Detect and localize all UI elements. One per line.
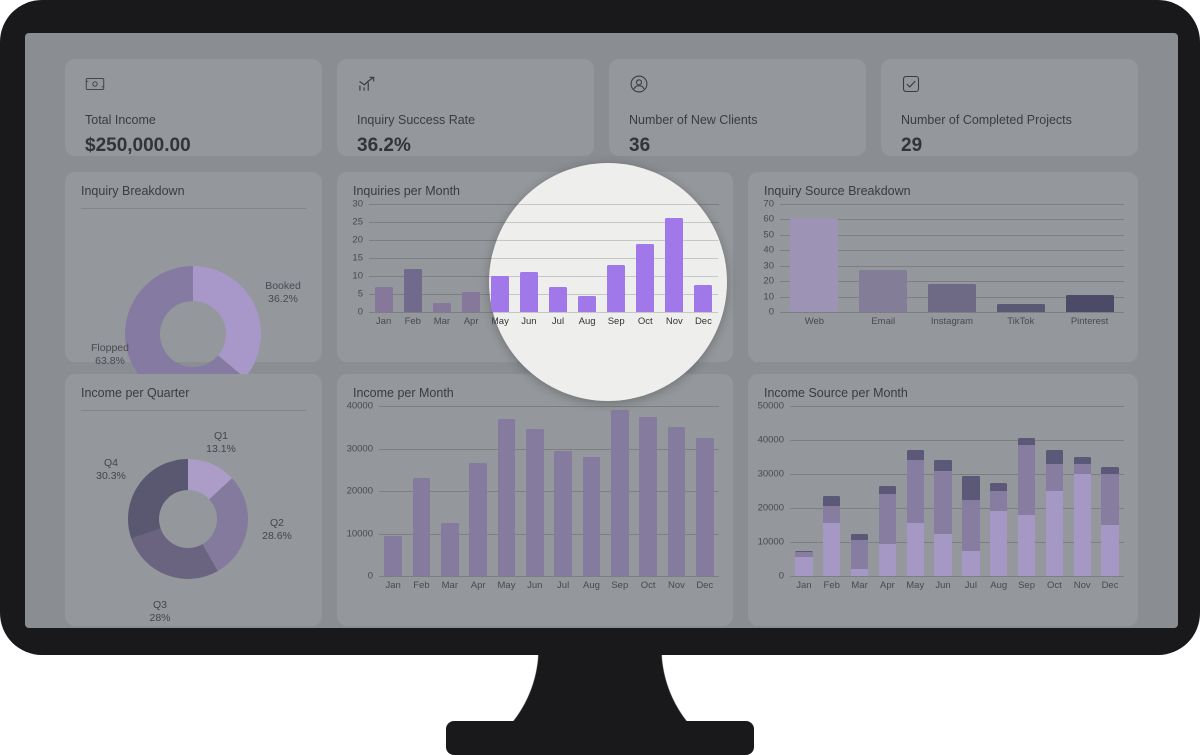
svg-text:Q4: Q4 [104, 457, 118, 469]
svg-text:30.3%: 30.3% [96, 470, 126, 482]
svg-text:63.8%: 63.8% [95, 355, 125, 367]
svg-text:28.6%: 28.6% [262, 530, 292, 542]
svg-text:Booked: Booked [265, 280, 301, 292]
svg-text:36.2%: 36.2% [268, 293, 298, 305]
svg-text:Q2: Q2 [270, 517, 284, 529]
svg-text:28%: 28% [149, 612, 170, 624]
svg-text:Q1: Q1 [214, 430, 228, 442]
svg-text:Q3: Q3 [153, 599, 167, 611]
svg-text:13.1%: 13.1% [206, 443, 236, 455]
svg-text:Flopped: Flopped [91, 342, 129, 354]
